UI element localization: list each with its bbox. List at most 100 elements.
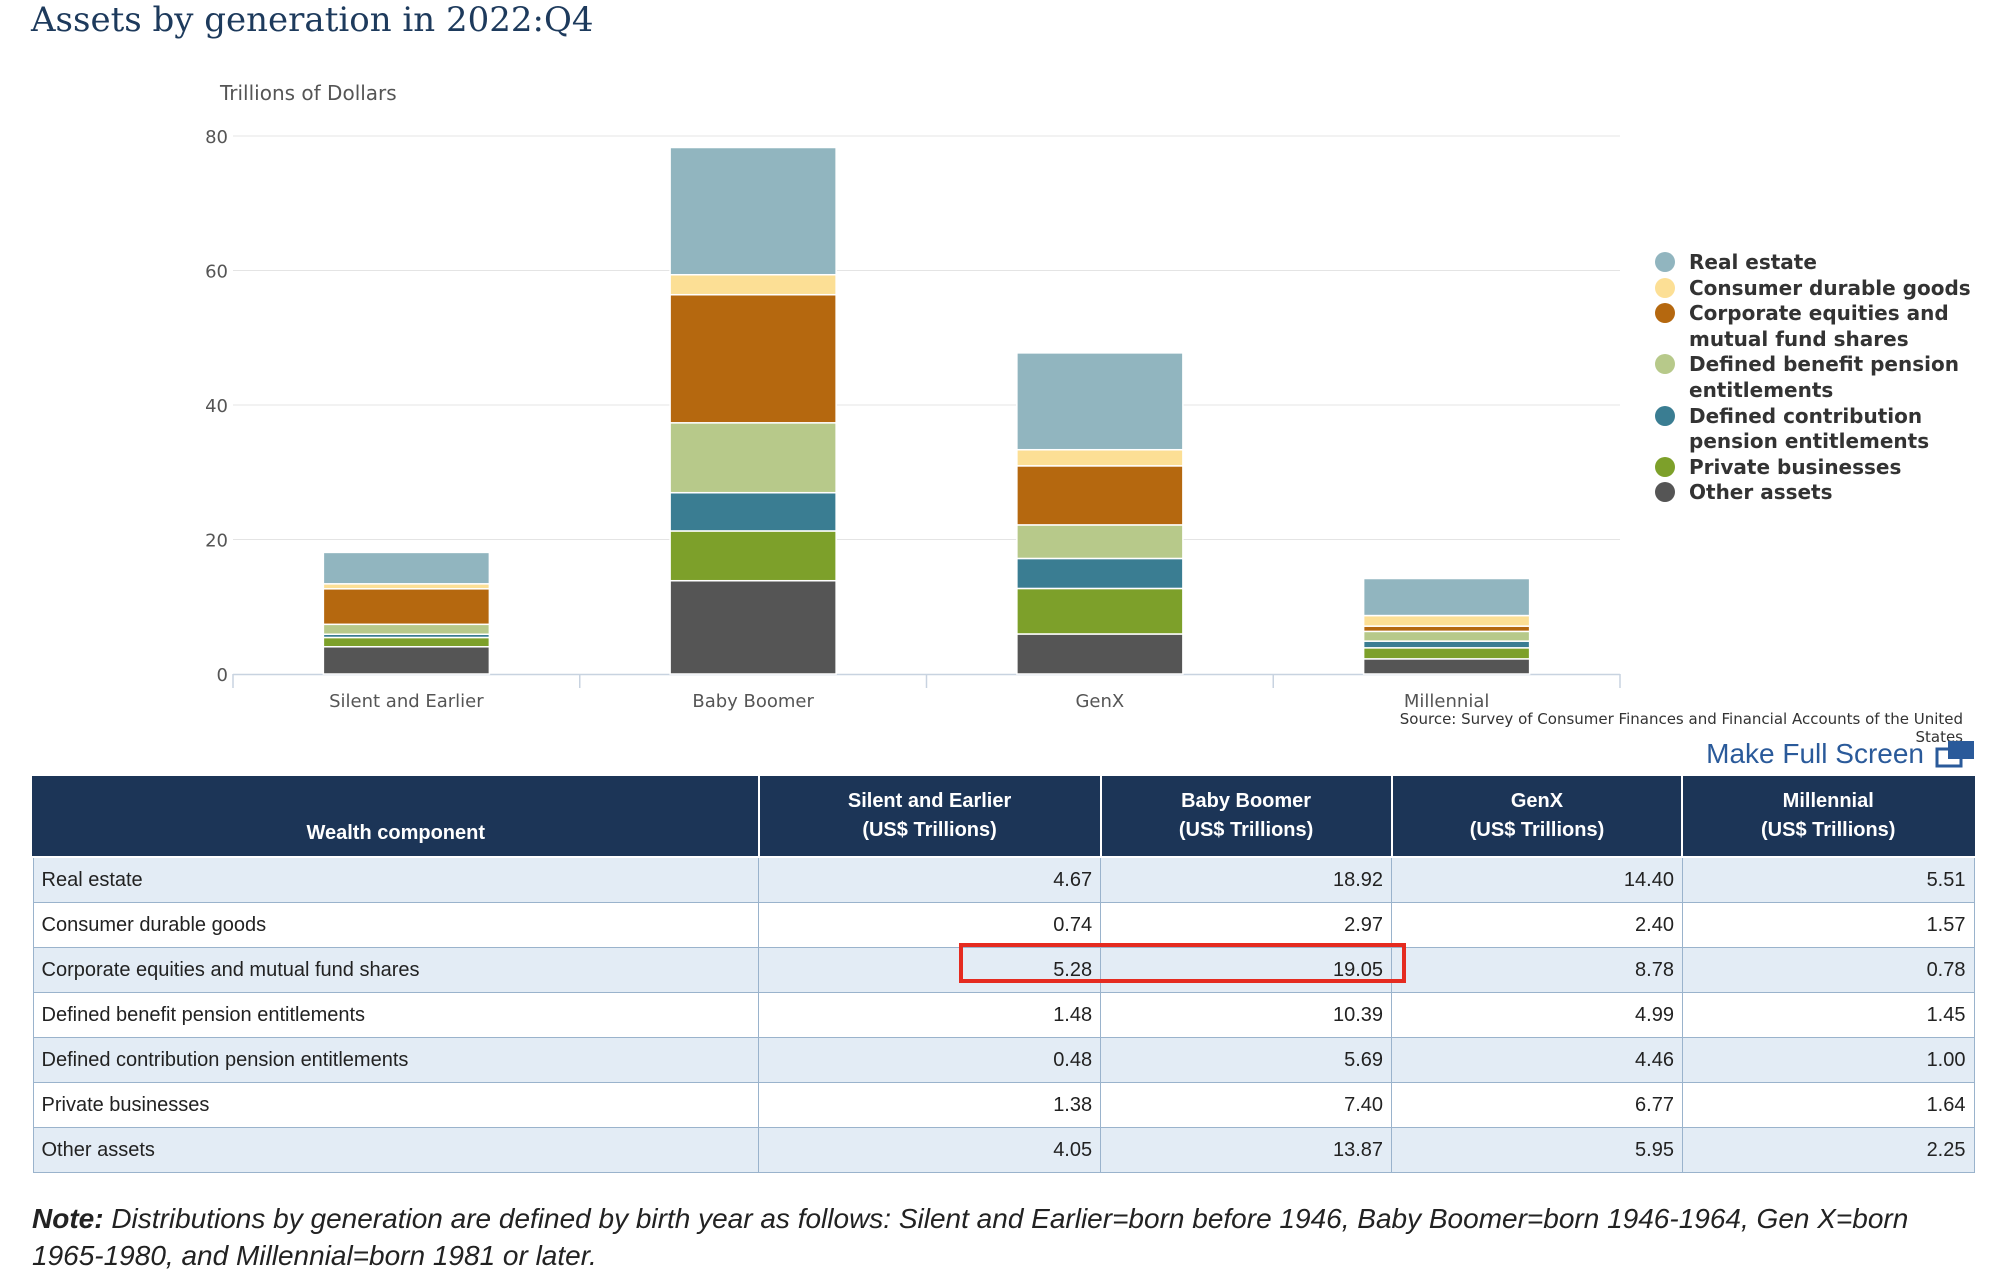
value-cell: 4.67 (757, 856, 1102, 903)
bar-segment (669, 293, 837, 424)
legend-item[interactable]: Consumer durable goods (1655, 276, 1985, 302)
row-label-cell: Other assets (32, 1127, 759, 1173)
row-label-cell: Corporate equities and mutual fund share… (32, 947, 759, 993)
bar-segment (322, 588, 491, 626)
value-cell: 8.78 (1391, 947, 1683, 993)
chart-legend: Real estate Consumer durable goods Corpora… (1655, 250, 1985, 506)
legend-label: Real estate (1689, 250, 1817, 274)
table-header-cell: GenX (US$ Trillions) (1390, 776, 1684, 858)
x-tick-label: Silent and Earlier (329, 691, 484, 712)
legend-item[interactable]: Real estate (1655, 250, 1985, 276)
legend-item[interactable]: Other assets (1655, 480, 1985, 506)
bar-segment (669, 530, 837, 582)
bar-segment (669, 146, 837, 276)
y-tick-label: 60 (205, 262, 228, 283)
stacked-bar-chart: Trillions of Dollars 0 20 40 60 80 Silent and … (205, 81, 1621, 712)
legend-swatch (1655, 277, 1675, 298)
value-cell: 1.57 (1681, 902, 1975, 948)
bar-segment (1362, 625, 1531, 633)
bar-segment (669, 422, 837, 494)
note-text: Distributions by generation are defined … (32, 1203, 1909, 1271)
value-cell: 0.48 (757, 1037, 1102, 1083)
legend-item[interactable]: Private businesses (1655, 455, 1985, 481)
value-cell: 5.95 (1391, 1127, 1683, 1173)
row-label-cell: Defined benefit pension entitlements (32, 992, 759, 1038)
legend-label: Defined contribution pension entitlement… (1689, 403, 1930, 454)
row-label-cell: Real estate (32, 856, 759, 903)
bar-segment (1016, 352, 1184, 451)
x-tick-label: Baby Boomer (692, 691, 814, 712)
header-unit: (US$ Trillions) (862, 819, 997, 841)
fullscreen-icon (1935, 741, 1974, 768)
legend-item[interactable]: Defined benefit pension entitlements (1655, 352, 1985, 403)
legend-item[interactable]: Defined contribution pension entitlement… (1655, 404, 1985, 455)
bar-segment (1016, 633, 1184, 675)
value-cell: 19.05 (1100, 947, 1393, 993)
value-cell: 10.39 (1100, 992, 1393, 1038)
data-table-container: Wealth component Silent and Earlier (US$ T… (32, 776, 1975, 1173)
value-cell: 1.45 (1681, 992, 1975, 1038)
legend-swatch (1655, 405, 1675, 426)
chart-title: Assets by generation in 2022:Q4 (31, 0, 594, 40)
bar-segment (1362, 658, 1531, 675)
value-cell: 5.51 (1681, 856, 1975, 903)
x-tick-label: GenX (1075, 691, 1124, 712)
bar-segment (1362, 647, 1531, 660)
x-tick-label: Millennial (1404, 691, 1489, 712)
legend-label: Consumer durable goods (1689, 275, 1971, 300)
legend-swatch (1655, 482, 1675, 503)
bar-segment (322, 646, 491, 675)
y-tick-label: 0 (217, 665, 228, 686)
header-unit: (US$ Trillions) (1761, 819, 1896, 841)
bar-segment (669, 579, 837, 675)
make-full-screen-label: Make Full Screen (1706, 738, 1924, 769)
table-row: Other assets 4.05 13.87 5.95 2.25 (32, 1127, 1975, 1173)
value-cell: 2.25 (1681, 1127, 1975, 1173)
row-label-cell: Private businesses (32, 1082, 759, 1128)
value-cell: 14.40 (1391, 856, 1683, 903)
header-label: Millennial (1782, 790, 1874, 812)
bar-segment (322, 636, 491, 648)
value-cell: 1.48 (757, 992, 1102, 1038)
legend-label: Defined benefit pension entitlements (1689, 352, 1959, 402)
table-row: Consumer durable goods 0.74 2.97 2.40 1.57 (32, 902, 1975, 948)
bar-segment (322, 623, 491, 636)
legend-item[interactable]: Corporate equities and mutual fund share… (1655, 301, 1985, 352)
header-unit: (US$ Trillions) (1469, 819, 1605, 841)
header-unit: (US$ Trillions) (1178, 819, 1314, 841)
bar-segment (1016, 448, 1184, 467)
value-cell: 5.28 (757, 947, 1102, 993)
table-header-row: Wealth component Silent and Earlier (US$ T… (32, 776, 1975, 858)
table-header-cell: Wealth component (32, 776, 760, 858)
make-full-screen-button[interactable]: Make Full Screen (1700, 734, 1976, 774)
bar-segment (1362, 630, 1531, 642)
table-row: Corporate equities and mutual fund share… (32, 947, 1975, 993)
data-table: Wealth component Silent and Earlier (US$ T… (32, 776, 1975, 1173)
header-label: GenX (1510, 790, 1564, 812)
bar-segment (669, 491, 837, 532)
table-row: Real estate 4.67 18.92 14.40 5.51 (32, 856, 1975, 903)
value-cell: 1.38 (757, 1082, 1102, 1128)
legend-swatch (1655, 354, 1675, 375)
legend-swatch (1655, 456, 1675, 477)
value-cell: 1.00 (1681, 1037, 1975, 1083)
value-cell: 4.05 (757, 1127, 1102, 1173)
table-header-cell: Baby Boomer (US$ Trillions) (1099, 776, 1393, 858)
bar-segment (1016, 465, 1184, 526)
row-label-cell: Consumer durable goods (32, 902, 759, 948)
y-axis-title: Trillions of Dollars (219, 81, 397, 105)
footnote: Note: Distributions by generation are de… (32, 1200, 1962, 1274)
value-cell: 13.87 (1100, 1127, 1393, 1173)
value-cell: 0.78 (1681, 947, 1975, 993)
bar-segment (1016, 587, 1184, 635)
bar-segment (1016, 524, 1184, 560)
value-cell: 4.46 (1391, 1037, 1683, 1083)
legend-label: Other assets (1689, 480, 1833, 505)
bar-segment (1362, 577, 1531, 617)
value-cell: 2.40 (1391, 902, 1683, 948)
bar-segment (1362, 640, 1531, 649)
value-cell: 6.77 (1391, 1082, 1683, 1128)
note-label: Note: (32, 1203, 104, 1234)
table-header-cell: Millennial (US$ Trillions) (1681, 776, 1975, 858)
table-header-cell: Silent and Earlier (US$ Trillions) (757, 776, 1102, 858)
